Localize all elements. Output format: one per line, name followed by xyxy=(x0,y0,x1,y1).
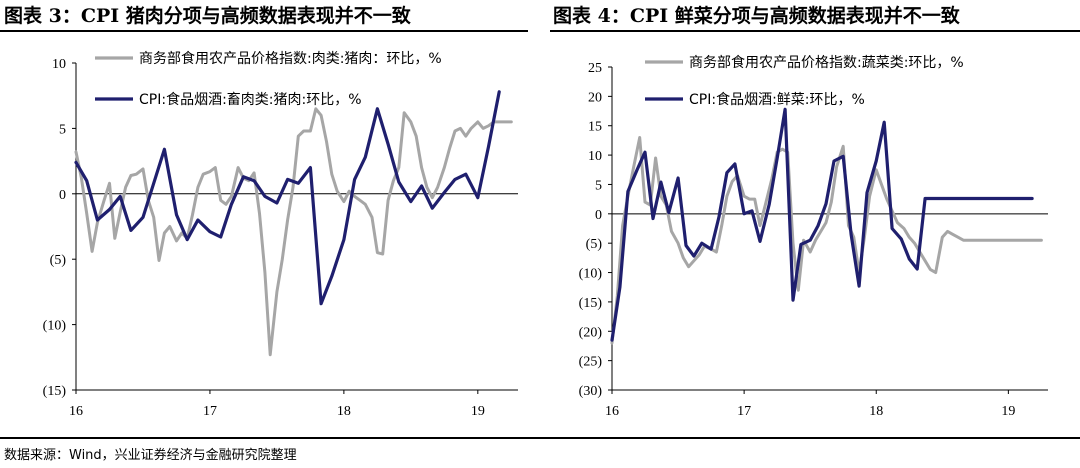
y-tick-label: 20 xyxy=(588,90,602,105)
x-tick-label: 18 xyxy=(337,404,351,419)
legend-label: 商务部食用农产品价格指数:蔬菜类:环比，% xyxy=(689,54,964,71)
y-tick-label: 5 xyxy=(595,178,602,193)
y-tick-label: 10 xyxy=(52,57,66,72)
y-tick-label: (15) xyxy=(43,384,67,399)
legend-label: CPI:食品烟酒:畜肉类:猪肉:环比，% xyxy=(139,91,362,108)
source-note: 数据来源：Wind，兴业证券经济与金融研究院整理 xyxy=(4,447,297,463)
series-line-high-frequency xyxy=(610,136,1043,345)
chart-pork: 10 5 0 (5) (10) (15)16 17 18 19 商务部食用农产品价格指数:肉类:猪… xyxy=(43,50,518,419)
x-tick-label: 19 xyxy=(1001,404,1015,419)
x-tick-label: 16 xyxy=(605,404,619,419)
x-tick-label: 19 xyxy=(471,404,485,419)
y-tick-label: 10 xyxy=(588,149,602,164)
x-tick-label: 18 xyxy=(869,404,883,419)
series-line-high-frequency xyxy=(74,107,513,357)
y-tick-label: (5) xyxy=(50,253,67,268)
series-line-cpi xyxy=(610,107,1034,342)
y-tick-label: 0 xyxy=(595,208,602,223)
series-line-cpi xyxy=(74,90,501,306)
y-tick-label: (5) xyxy=(586,237,603,252)
x-tick-label: 17 xyxy=(737,404,751,419)
y-tick-label: (20) xyxy=(579,325,603,340)
y-tick-label: (15) xyxy=(579,296,603,311)
chart-title-vegetables: 图表 4：CPI 鲜菜分项与高频数据表现并不一致 xyxy=(553,4,961,27)
y-tick-label: 5 xyxy=(59,122,66,137)
y-tick-label: (10) xyxy=(43,319,67,334)
y-tick-label: 25 xyxy=(588,61,602,76)
chart-vegetables: 25 20 15 10 5 0 (5) (10) (15) (20) (25) (30)16 17 18 1… xyxy=(579,54,1048,419)
x-tick-label: 16 xyxy=(69,404,83,419)
legend-label: 商务部食用农产品价格指数:肉类:猪肉：环比，% xyxy=(139,50,442,67)
y-tick-label: (25) xyxy=(579,355,603,370)
y-tick-label: (10) xyxy=(579,267,603,282)
y-tick-label: 0 xyxy=(59,188,66,203)
chart-title-pork: 图表 3：CPI 猪肉分项与高频数据表现并不一致 xyxy=(4,4,412,27)
y-tick-label: 15 xyxy=(588,120,602,135)
y-tick-label: (30) xyxy=(579,384,603,399)
legend-label: CPI:食品烟酒:鲜菜:环比，% xyxy=(689,91,865,108)
x-tick-label: 17 xyxy=(203,404,217,419)
